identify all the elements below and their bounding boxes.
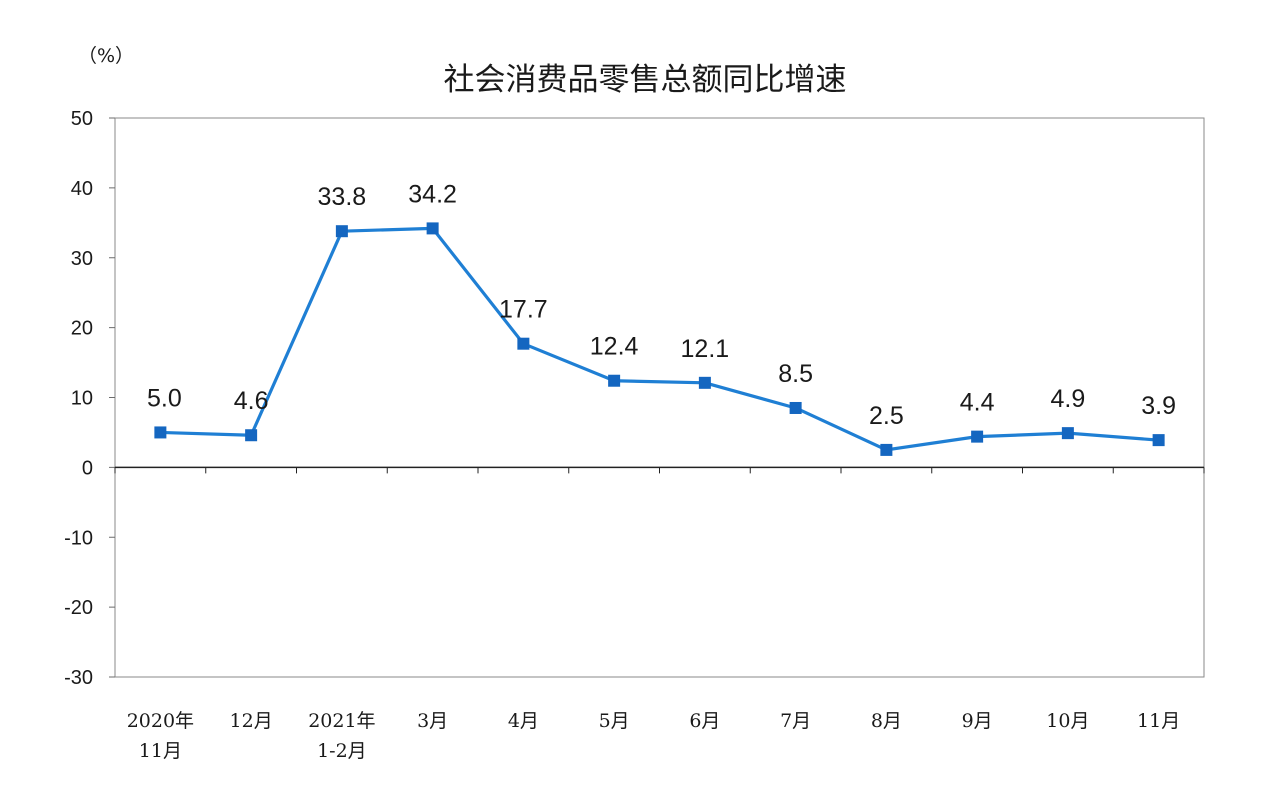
y-axis: 50 40 30 20 10 0 -10 -20 -30 <box>64 108 115 689</box>
chart-title: 社会消费品零售总额同比增速 <box>444 62 847 98</box>
data-point <box>426 222 439 235</box>
data-label: 34.2 <box>408 180 457 208</box>
series-line-group <box>160 226 1159 452</box>
data-point <box>1152 434 1165 447</box>
data-label: 2.5 <box>869 402 904 430</box>
x-tick-labels: 2020年 11月 12月 2021年 1-2月 3月 4月 5月 6月 7月 8月 9月 10月 11月 <box>127 710 1181 762</box>
x-tick-label: 8月 <box>871 710 902 732</box>
y-tick-label: 40 <box>71 178 93 200</box>
data-label: 3.9 <box>1141 392 1176 420</box>
x-tick-label: 4月 <box>508 710 539 732</box>
data-label: 12.4 <box>590 333 639 361</box>
x-tick-label: 7月 <box>780 710 811 732</box>
y-tick-label: -30 <box>64 667 93 689</box>
y-tick-label: 50 <box>71 108 93 130</box>
data-point <box>154 426 167 439</box>
data-point <box>245 429 258 442</box>
data-label: 8.5 <box>778 360 813 388</box>
x-tick-label: 6月 <box>689 710 720 732</box>
data-point <box>335 225 348 238</box>
y-tick-label: 20 <box>71 318 93 340</box>
y-tick-label: 0 <box>82 457 93 479</box>
y-tick-label: 10 <box>71 388 93 410</box>
x-tick-label: 9月 <box>962 710 993 732</box>
data-label: 4.6 <box>234 387 269 415</box>
data-point <box>608 374 621 387</box>
y-tick-label: -10 <box>64 527 93 549</box>
x-tick-label: 10月 <box>1046 710 1089 732</box>
y-tick-label: -20 <box>64 597 93 619</box>
x-axis <box>114 466 1205 474</box>
x-tick-label: 11月 <box>139 740 182 762</box>
x-tick-label: 11月 <box>1137 710 1180 732</box>
data-label: 17.7 <box>499 296 548 324</box>
data-point <box>789 401 802 414</box>
data-label: 12.1 <box>681 335 730 363</box>
x-tick-label: 5月 <box>599 710 630 732</box>
unit-label: （%） <box>78 45 134 67</box>
x-tick-label: 2021年 <box>308 710 375 732</box>
data-labels: 5.0 4.6 33.8 34.2 17.7 12.4 12.1 8.5 2.5 4.4 4.9 3.… <box>147 180 1176 430</box>
data-label: 4.9 <box>1050 385 1085 413</box>
x-tick-label: 3月 <box>417 710 448 732</box>
data-point <box>517 337 530 350</box>
x-tick-label: 2020年 <box>127 710 194 732</box>
data-label: 33.8 <box>318 183 367 211</box>
data-point <box>880 443 893 456</box>
plot-frame <box>114 117 1205 678</box>
x-tick-label: 12月 <box>230 710 273 732</box>
data-point <box>1061 427 1074 440</box>
data-label: 4.4 <box>960 389 995 417</box>
data-point <box>698 376 711 389</box>
x-tick-label: 1-2月 <box>317 740 367 762</box>
data-label: 5.0 <box>147 384 182 412</box>
y-tick-label: 30 <box>71 248 93 270</box>
markers <box>154 222 1165 456</box>
series-line <box>160 226 1159 452</box>
data-point <box>971 430 984 443</box>
